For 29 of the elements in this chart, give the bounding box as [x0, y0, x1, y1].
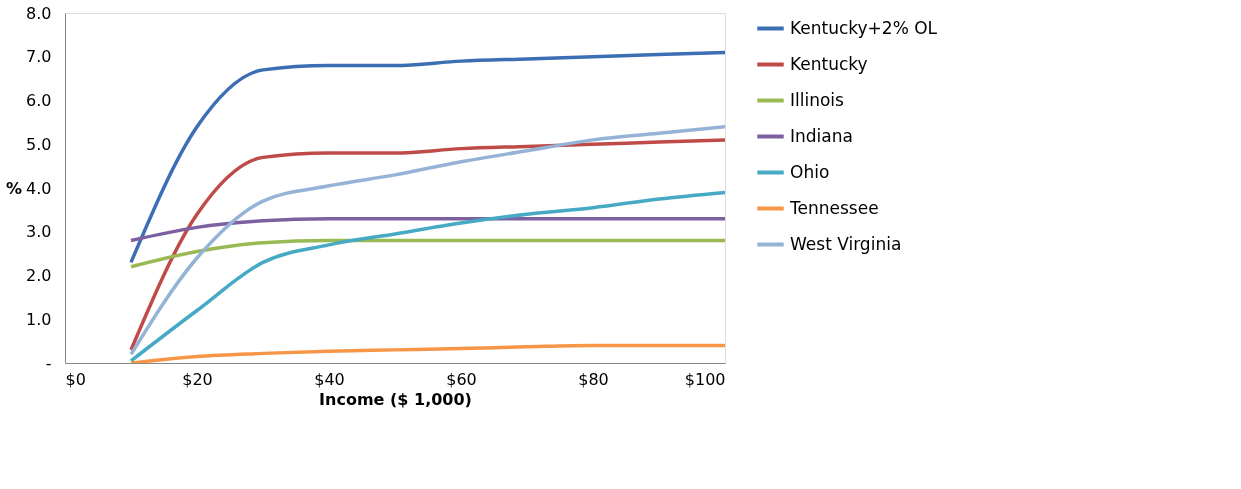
legend-label: Kentucky — [790, 53, 868, 74]
x-tick-label: $80 — [578, 369, 609, 389]
y-tick-label: 3.0 — [26, 222, 52, 242]
y-tick-label: 6.0 — [26, 91, 52, 110]
x-tick-label: $20 — [182, 369, 213, 389]
legend-label: Kentucky+2% OL — [790, 17, 938, 38]
legend-label: Tennessee — [789, 197, 879, 218]
line-series — [129, 238, 725, 269]
legend-label: Illinois — [790, 89, 845, 110]
y-axis-title: % — [6, 178, 23, 198]
x-tick-label: $60 — [446, 369, 477, 389]
x-axis-title: Income ($ 1,000) — [319, 389, 472, 409]
y-tick-label: 7.0 — [26, 47, 52, 67]
y-tick-label: 2.0 — [26, 266, 52, 285]
y-tick-label: 5.0 — [26, 134, 52, 154]
x-tick-label: $100 — [684, 369, 726, 389]
legend-label: Ohio — [790, 161, 830, 182]
x-tick-label: $0 — [65, 369, 86, 389]
y-tick-label: 8.0 — [26, 3, 52, 23]
line-series — [129, 343, 725, 363]
line-series — [129, 50, 725, 265]
line-series — [129, 216, 725, 243]
legend-label: Indiana — [790, 125, 853, 146]
line-series — [129, 190, 725, 363]
legend-label: West Virginia — [790, 233, 902, 254]
y-tick-label: - — [45, 353, 52, 373]
x-tick-label: $40 — [314, 369, 345, 389]
y-tick-label: 1.0 — [26, 309, 52, 329]
y-tick-label: 4.0 — [26, 178, 52, 198]
